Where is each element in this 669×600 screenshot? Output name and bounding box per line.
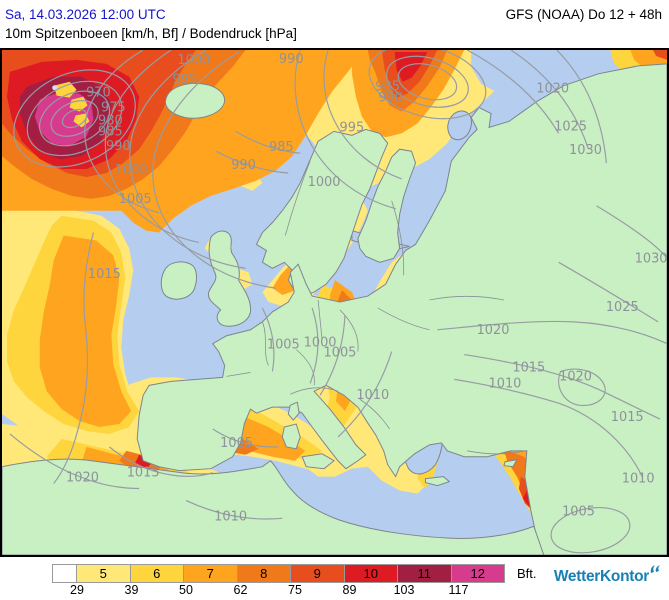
pressure-label: 1020 [536, 82, 569, 97]
pressure-label: 1015 [88, 267, 121, 282]
legend-kmh-value: 117 [448, 583, 469, 597]
legend-cell-bft-8: 8 [236, 564, 291, 583]
pressure-label: 985 [375, 80, 400, 95]
pressure-label: 1030 [569, 143, 602, 158]
legend-unit-label: Bft. [517, 566, 537, 581]
pressure-label: 1000 [115, 163, 148, 178]
legend-cell-bft-11: 11 [397, 564, 452, 583]
pressure-label: 1005 [220, 436, 253, 451]
model-run-info: GFS (NOAA) Do 12 + 48h [505, 7, 662, 22]
pressure-label: 980 [98, 113, 123, 128]
pressure-label: 1000 [177, 53, 210, 68]
pressure-label: 975 [101, 101, 126, 116]
pressure-label: 1010 [622, 472, 655, 487]
pressure-label: 995 [173, 73, 198, 88]
pressure-label: 990 [279, 52, 304, 67]
pressure-label: 990 [231, 158, 256, 173]
pressure-label: 1025 [554, 119, 587, 134]
legend-kmh-value: 29 [70, 583, 84, 597]
legend: 5 6 7 8 9 10 11 12 Bft. 29 39 50 62 75 89 103 117 Wett… [0, 557, 669, 600]
wetterkontor-logo[interactable]: WetterKontor [553, 565, 661, 586]
pressure-label: 985 [269, 140, 294, 155]
legend-cell-bft-5: 5 [76, 564, 131, 583]
header: Sa, 14.03.2026 12:00 UTC GFS (NOAA) Do 1… [0, 0, 669, 48]
legend-kmh-value: 103 [393, 583, 415, 597]
pressure-label: 1030 [635, 251, 667, 266]
pressure-label: 1005 [562, 504, 595, 519]
beaufort-color-bar: 5 6 7 8 9 10 11 12 [52, 564, 505, 583]
weather-map: 970 975 980 985 990 995 1000 990 1000 1005 985 990 9… [0, 48, 669, 557]
pressure-label: 970 [86, 86, 111, 101]
pressure-label: 1015 [127, 466, 160, 481]
legend-kmh-value: 75 [288, 583, 302, 597]
pressure-label: 1025 [606, 300, 639, 315]
kmh-tick-labels: 29 39 50 62 75 89 103 117 [52, 583, 522, 597]
legend-kmh-value: 39 [124, 583, 139, 597]
pressure-label: 1010 [489, 376, 522, 391]
pressure-label: 1020 [559, 369, 592, 384]
legend-cell-bft-12: 12 [450, 564, 505, 583]
pressure-label: 1000 [308, 175, 341, 190]
pressure-label: 1000 [304, 336, 337, 351]
legend-cell-bft-6: 6 [129, 564, 184, 583]
pressure-label: 990 [378, 91, 403, 106]
pressure-label: 1005 [324, 346, 357, 361]
wetterkontor-logo-text: WetterKontor [553, 568, 649, 585]
pressure-label: 1020 [477, 323, 510, 338]
pressure-label: 1005 [119, 192, 152, 207]
parameter-title: 10m Spitzenboeen [km/h, Bf] / Bodendruck… [5, 26, 297, 41]
wetterkontor-swoosh-icon [649, 562, 661, 579]
legend-kmh-value: 62 [233, 583, 248, 597]
legend-cell-bft-calm [52, 564, 77, 583]
pressure-label: 1005 [267, 338, 300, 353]
pressure-label: 985 [98, 124, 123, 139]
legend-kmh-value: 50 [179, 583, 193, 597]
pressure-label: 990 [106, 139, 131, 154]
pressure-label: 995 [340, 120, 365, 135]
pressure-label: 1010 [356, 388, 389, 403]
pressure-label: 1015 [512, 360, 545, 375]
isobar-layer [9, 50, 667, 554]
pressure-label: 1010 [214, 509, 247, 524]
legend-cell-bft-10: 10 [343, 564, 398, 583]
legend-kmh-value: 89 [342, 583, 357, 597]
pressure-label: 1015 [611, 410, 644, 425]
valid-datetime: Sa, 14.03.2026 12:00 UTC [5, 7, 166, 22]
pressure-label: 1020 [66, 471, 99, 486]
legend-cell-bft-9: 9 [290, 564, 345, 583]
legend-cell-bft-7: 7 [183, 564, 238, 583]
